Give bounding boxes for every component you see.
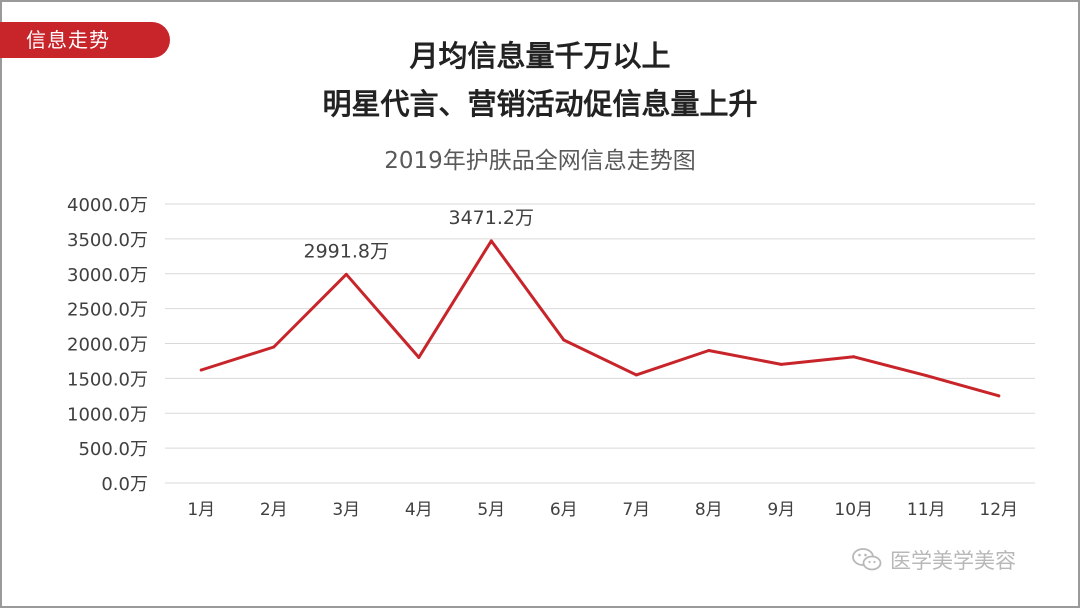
headline-line-2: 明星代言、营销活动促信息量上升 xyxy=(322,87,758,121)
y-tick-label: 0.0万 xyxy=(101,474,148,495)
watermark-text: 医学美学美容 xyxy=(890,549,1016,573)
x-tick-label: 8月 xyxy=(695,500,723,520)
data-point xyxy=(489,239,493,243)
data-label: 3471.2万 xyxy=(449,207,534,229)
y-tick-label: 2500.0万 xyxy=(67,300,148,321)
x-tick-label: 2月 xyxy=(260,500,288,520)
y-tick-label: 500.0万 xyxy=(78,439,148,460)
y-tick-label: 1000.0万 xyxy=(67,404,148,425)
x-tick-label: 9月 xyxy=(767,500,795,520)
data-point xyxy=(707,348,711,352)
x-tick-label: 11月 xyxy=(907,500,946,520)
section-badge: 信息走势 xyxy=(0,22,170,58)
x-tick-label: 5月 xyxy=(477,500,505,520)
data-point xyxy=(852,355,856,359)
data-point xyxy=(924,374,928,378)
x-tick-label: 12月 xyxy=(979,500,1018,520)
data-point xyxy=(344,272,348,276)
gridlines xyxy=(165,203,1035,484)
data-point xyxy=(779,362,783,366)
x-tick-label: 3月 xyxy=(332,500,360,520)
y-axis-ticks: 0.0万 500.0万 1000.0万 1500.0万 2000.0万 2500.0万 30… xyxy=(67,195,148,495)
data-point xyxy=(562,338,566,342)
y-tick-label: 2000.0万 xyxy=(67,335,148,356)
wechat-icon xyxy=(852,548,882,571)
headline-line-1: 月均信息量千万以上 xyxy=(409,39,671,73)
data-label: 2991.8万 xyxy=(304,240,389,262)
series-line xyxy=(199,239,1001,398)
data-point xyxy=(634,373,638,377)
data-point xyxy=(997,394,1001,398)
x-tick-label: 4月 xyxy=(405,500,433,520)
x-tick-label: 10月 xyxy=(834,500,873,520)
y-tick-label: 3500.0万 xyxy=(67,230,148,251)
x-tick-label: 6月 xyxy=(550,500,578,520)
chart-title: 2019年护肤品全网信息走势图 xyxy=(384,148,696,174)
annotations: 2991.8万 3471.2万 xyxy=(304,207,534,262)
series-layer xyxy=(199,239,1001,398)
x-axis-ticks: 1月 2月 3月 4月 5月 6月 7月 8月 9月 10月 11月 12月 xyxy=(187,500,1018,520)
y-tick-label: 1500.0万 xyxy=(67,369,148,390)
y-tick-label: 4000.0万 xyxy=(67,195,148,216)
data-point xyxy=(199,368,203,372)
y-tick-label: 3000.0万 xyxy=(67,265,148,286)
x-tick-label: 1月 xyxy=(187,500,215,520)
data-point xyxy=(272,345,276,349)
watermark: 医学美学美容 xyxy=(852,545,1016,575)
x-tick-label: 7月 xyxy=(622,500,650,520)
data-point xyxy=(417,355,421,359)
